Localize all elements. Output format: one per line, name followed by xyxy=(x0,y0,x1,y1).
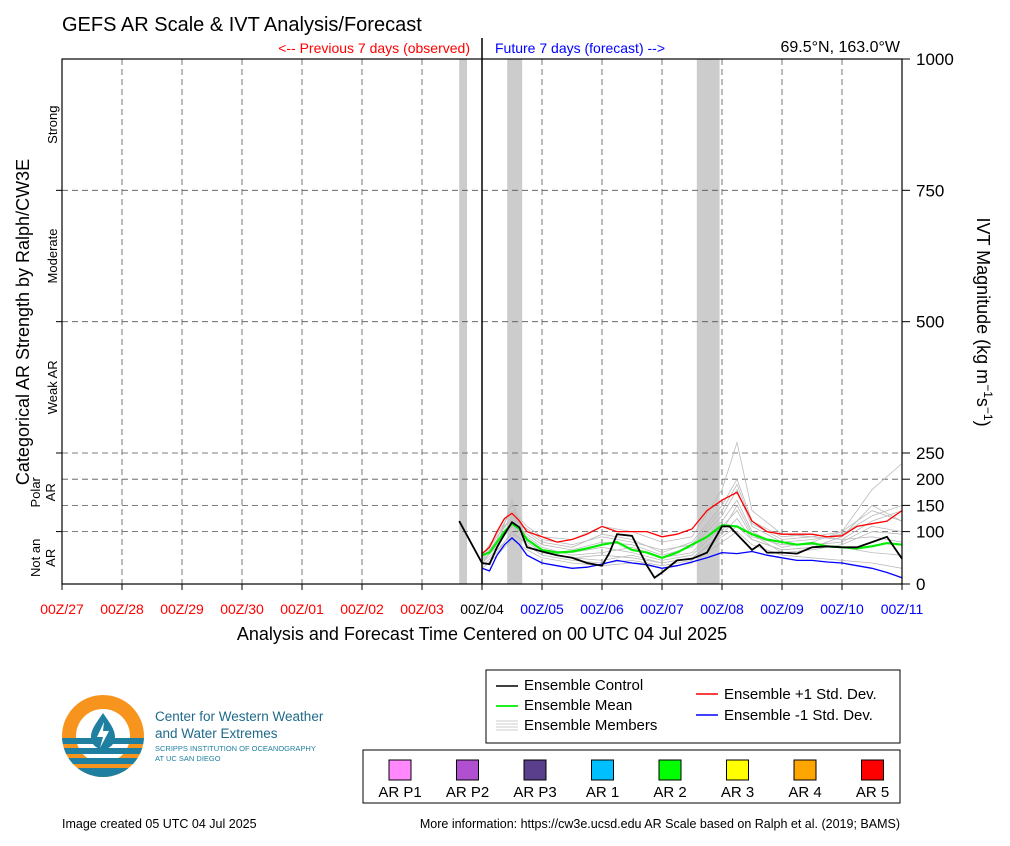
right-axis-title-close: ) xyxy=(973,421,993,427)
ar-scale-label-1: AR P2 xyxy=(446,784,489,801)
right-axis-title-sup2: −1 xyxy=(981,407,995,421)
right-axis-title-sup1: −1 xyxy=(981,384,995,398)
legend-frame xyxy=(485,669,901,744)
y-tick-label-200: 200 xyxy=(916,470,944,489)
logo-line-2: and Water Extremes xyxy=(155,726,278,741)
ar-scale-label-0: AR P1 xyxy=(378,784,421,801)
x-tick-label-14: 00Z/11 xyxy=(881,601,924,617)
y-tick-label-150: 150 xyxy=(916,496,944,515)
right-axis-title: IVT Magnitude (kg m−1s−1) xyxy=(973,217,995,426)
future-days-label: Future 7 days (forecast) --> xyxy=(495,40,665,56)
x-tick-label-9: 00Z/06 xyxy=(580,601,624,617)
ensemble-member-line-4 xyxy=(481,440,903,556)
x-tick-label-2: 00Z/29 xyxy=(160,601,204,617)
series-lines xyxy=(458,491,903,579)
x-tick-label-13: 00Z/10 xyxy=(820,601,864,617)
y-tick-label-750: 750 xyxy=(916,181,944,200)
ar-scale-swatch-1 xyxy=(456,759,479,781)
more-info-text: More information: https://cw3e.ucsd.edu … xyxy=(420,817,900,831)
right-axis-title-s: s xyxy=(973,398,993,407)
ar-scale-label-2: AR P3 xyxy=(513,784,556,801)
ar-scale-legend: AR P1 AR P2 AR P3 AR 1 AR 2 AR 3 AR 4 AR 5 xyxy=(362,749,901,804)
legend-members-swatch xyxy=(496,720,518,731)
left-axis-title: Categorical AR Strength by Ralph/CW3E xyxy=(13,159,33,485)
plus-1sd-line xyxy=(481,491,903,555)
x-tick-label-4: 00Z/01 xyxy=(280,601,324,617)
x-tick-label-3: 00Z/30 xyxy=(220,601,264,617)
ar-scale-swatch-6 xyxy=(793,759,817,781)
ar-scale-swatch-0 xyxy=(388,759,412,781)
logo-line-3: SCRIPPS INSTITUTION OF OCEANOGRAPHY xyxy=(155,744,316,753)
logo-line-1: Center for Western Weather xyxy=(155,709,324,724)
x-tick-label-7: 00Z/04 xyxy=(460,601,504,617)
y-tick-label-1000: 1000 xyxy=(916,50,954,69)
ar-scale-items: AR P1 AR P2 AR P3 AR 1 AR 2 AR 3 AR 4 AR 5 xyxy=(378,759,889,801)
legend-mean-label: Ensemble Mean xyxy=(524,697,632,714)
legend-control-label: Ensemble Control xyxy=(524,677,643,694)
ar-scale-swatch-4 xyxy=(658,759,682,781)
ar-scale-swatch-3 xyxy=(591,759,614,781)
category-label-4-1: AR xyxy=(43,549,58,567)
x-tick-label-5: 00Z/02 xyxy=(340,601,384,617)
ar-scale-label-6: AR 4 xyxy=(788,784,821,801)
category-label-4-0: Not an xyxy=(28,539,43,577)
ar-scale-swatch-5 xyxy=(726,759,749,781)
cw3e-logo: Center for Western Weather and Water Ext… xyxy=(62,695,324,777)
y-tick-label-0: 0 xyxy=(916,575,925,594)
ar-scale-label-3: AR 1 xyxy=(586,784,619,801)
category-label-0: Strong xyxy=(45,106,60,144)
ar-scale-label-5: AR 3 xyxy=(721,784,754,801)
x-tick-label-11: 00Z/08 xyxy=(700,601,744,617)
ar-scale-swatch-7 xyxy=(861,759,884,781)
right-axis-title-main: IVT Magnitude (kg m xyxy=(973,217,993,384)
lightning-icon xyxy=(97,722,109,748)
ar-scale-label-4: AR 2 xyxy=(653,784,686,801)
category-label-1: Moderate xyxy=(45,229,60,284)
x-tick-label-8: 00Z/05 xyxy=(520,601,564,617)
location-label: 69.5°N, 163.0°W xyxy=(780,39,900,56)
legend-members-label: Ensemble Members xyxy=(524,717,657,734)
legend: Ensemble Control Ensemble Mean Ensemble … xyxy=(485,669,901,744)
y-tick-label-500: 500 xyxy=(916,313,944,332)
category-label-2: Weak AR xyxy=(45,360,60,414)
category-label-3-0: Polar xyxy=(28,476,43,507)
y-tick-label-250: 250 xyxy=(916,444,944,463)
ensemble-control-line xyxy=(458,520,903,579)
ensemble-member-line-6 xyxy=(481,488,903,559)
x-tick-label-6: 00Z/03 xyxy=(400,601,444,617)
x-tick-label-0: 00Z/27 xyxy=(40,601,84,617)
image-created-text: Image created 05 UTC 04 Jul 2025 xyxy=(62,817,257,831)
shaded-periods xyxy=(459,59,720,584)
category-label-3-1: AR xyxy=(43,483,58,501)
x-tick-label-1: 00Z/28 xyxy=(100,601,144,617)
y-tick-label-100: 100 xyxy=(916,523,944,542)
ar-scale-swatch-2 xyxy=(523,759,547,781)
legend-minus-sd-label: Ensemble -1 Std. Dev. xyxy=(724,707,873,724)
ensemble-member-line-8 xyxy=(481,517,903,564)
axes: 00Z/27 00Z/28 00Z/29 00Z/30 00Z/01 00Z/02 00Z/… xyxy=(40,50,954,617)
ar-scale-label-7: AR 5 xyxy=(856,784,889,801)
x-axis-title: Analysis and Forecast Time Centered on 0… xyxy=(237,624,727,644)
previous-days-label: <-- Previous 7 days (observed) xyxy=(278,40,470,56)
chart-title: GEFS AR Scale & IVT Analysis/Forecast xyxy=(62,14,422,36)
x-tick-label-10: 00Z/07 xyxy=(640,601,684,617)
legend-plus-sd-label: Ensemble +1 Std. Dev. xyxy=(724,686,877,703)
x-tick-label-12: 00Z/09 xyxy=(760,601,804,617)
logo-line-4: AT UC SAN DIEGO xyxy=(155,754,221,763)
